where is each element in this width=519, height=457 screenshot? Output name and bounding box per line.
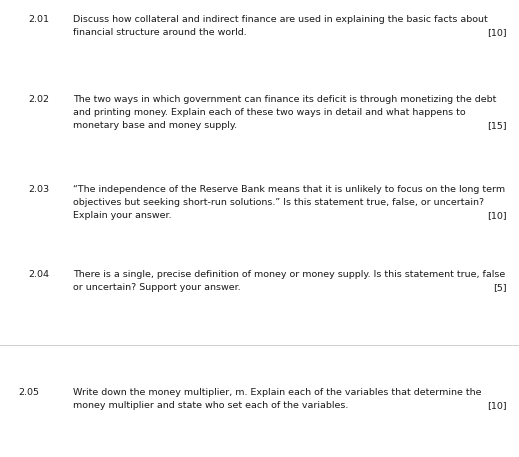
Text: 2.03: 2.03 — [28, 185, 49, 194]
Text: and printing money. Explain each of these two ways in detail and what happens to: and printing money. Explain each of thes… — [73, 108, 466, 117]
Text: 2.04: 2.04 — [28, 270, 49, 279]
Text: Write down the money multiplier, m. Explain each of the variables that determine: Write down the money multiplier, m. Expl… — [73, 388, 482, 397]
Text: “The independence of the Reserve Bank means that it is unlikely to focus on the : “The independence of the Reserve Bank me… — [73, 185, 505, 194]
Text: [10]: [10] — [487, 28, 507, 37]
Text: [10]: [10] — [487, 211, 507, 220]
Text: objectives but seeking short-run solutions.” Is this statement true, false, or u: objectives but seeking short-run solutio… — [73, 198, 484, 207]
Text: There is a single, precise definition of money or money supply. Is this statemen: There is a single, precise definition of… — [73, 270, 506, 279]
Text: Discuss how collateral and indirect finance are used in explaining the basic fac: Discuss how collateral and indirect fina… — [73, 15, 488, 24]
Text: monetary base and money supply.: monetary base and money supply. — [73, 121, 237, 130]
Text: financial structure around the world.: financial structure around the world. — [73, 28, 247, 37]
Text: The two ways in which government can finance its deficit is through monetizing t: The two ways in which government can fin… — [73, 95, 496, 104]
Text: [15]: [15] — [487, 121, 507, 130]
Text: [5]: [5] — [494, 283, 507, 292]
Text: 2.02: 2.02 — [28, 95, 49, 104]
Text: [10]: [10] — [487, 401, 507, 410]
Text: money multiplier and state who set each of the variables.: money multiplier and state who set each … — [73, 401, 348, 410]
Text: 2.05: 2.05 — [18, 388, 39, 397]
Text: Explain your answer.: Explain your answer. — [73, 211, 172, 220]
Text: 2.01: 2.01 — [28, 15, 49, 24]
Text: or uncertain? Support your answer.: or uncertain? Support your answer. — [73, 283, 241, 292]
